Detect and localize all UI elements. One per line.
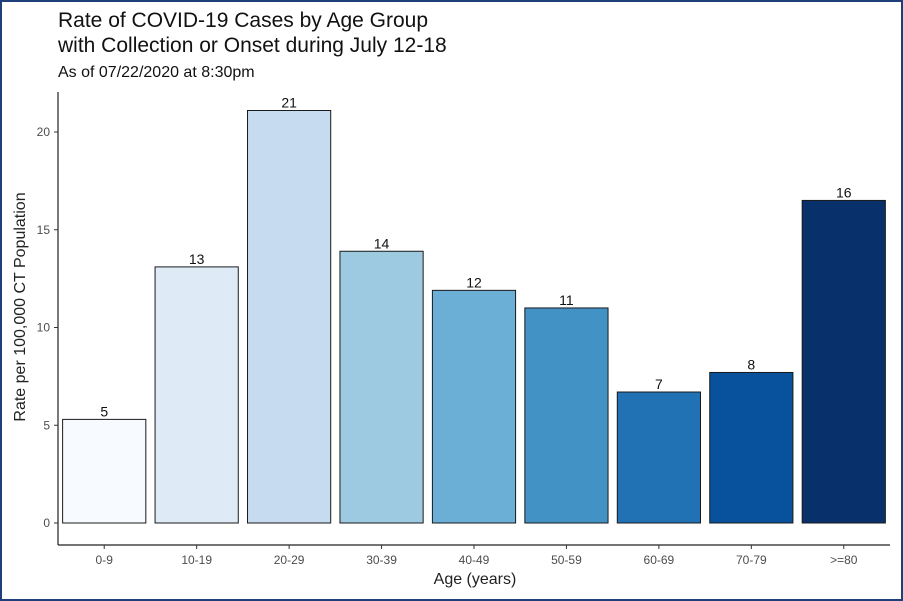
bar-value-label: 11 (559, 292, 574, 308)
bars (62, 109, 886, 524)
bar-6 (616, 391, 701, 524)
y-axis-title: Rate per 100,000 CT Population (12, 192, 29, 421)
x-tick-label: >=80 (830, 553, 858, 567)
x-tick-label: 40-49 (459, 553, 490, 567)
bar-value-label: 16 (836, 184, 852, 200)
x-axis-ticks: 0-9 10-19 20-29 30-39 40-49 50-59 60-69 70-79 >=… (96, 545, 858, 567)
x-tick-label: 10-19 (181, 553, 212, 567)
bar-8 (801, 199, 886, 524)
bar-value-label: 7 (655, 376, 663, 392)
y-tick-label: 20 (37, 125, 51, 139)
bar-value-label: 21 (281, 94, 297, 110)
bar-value-label: 14 (374, 235, 390, 251)
x-axis-title: Age (years) (434, 571, 517, 588)
x-tick-label: 70-79 (736, 553, 767, 567)
chart-subtitle: As of 07/22/2020 at 8:30pm (58, 64, 255, 81)
x-tick-label: 50-59 (551, 553, 582, 567)
y-tick-label: 5 (43, 418, 50, 432)
x-tick-label: 30-39 (366, 553, 397, 567)
bar-value-label: 13 (189, 251, 205, 267)
bar-3 (339, 250, 424, 524)
x-tick-label: 0-9 (96, 553, 114, 567)
bar-0 (62, 418, 147, 524)
bar-5 (524, 307, 609, 524)
y-tick-label: 10 (37, 321, 51, 335)
data-labels: 5 13 21 14 12 11 7 8 16 (100, 94, 851, 419)
y-tick-label: 0 (43, 516, 50, 530)
bar-value-label: 5 (100, 403, 108, 419)
x-tick-label: 20-29 (274, 553, 305, 567)
bar-4 (431, 289, 517, 524)
chart-title: Rate of COVID-19 Cases by Age Group with… (58, 9, 447, 57)
bar-value-label: 8 (747, 356, 755, 372)
bar-7 (709, 371, 794, 524)
y-tick-label: 15 (37, 223, 51, 237)
x-tick-label: 60-69 (644, 553, 675, 567)
bar-value-label: 12 (466, 274, 482, 290)
y-axis-ticks: 0 5 10 15 20 (37, 125, 58, 530)
bar-2 (247, 109, 332, 524)
bar-1 (154, 266, 239, 524)
